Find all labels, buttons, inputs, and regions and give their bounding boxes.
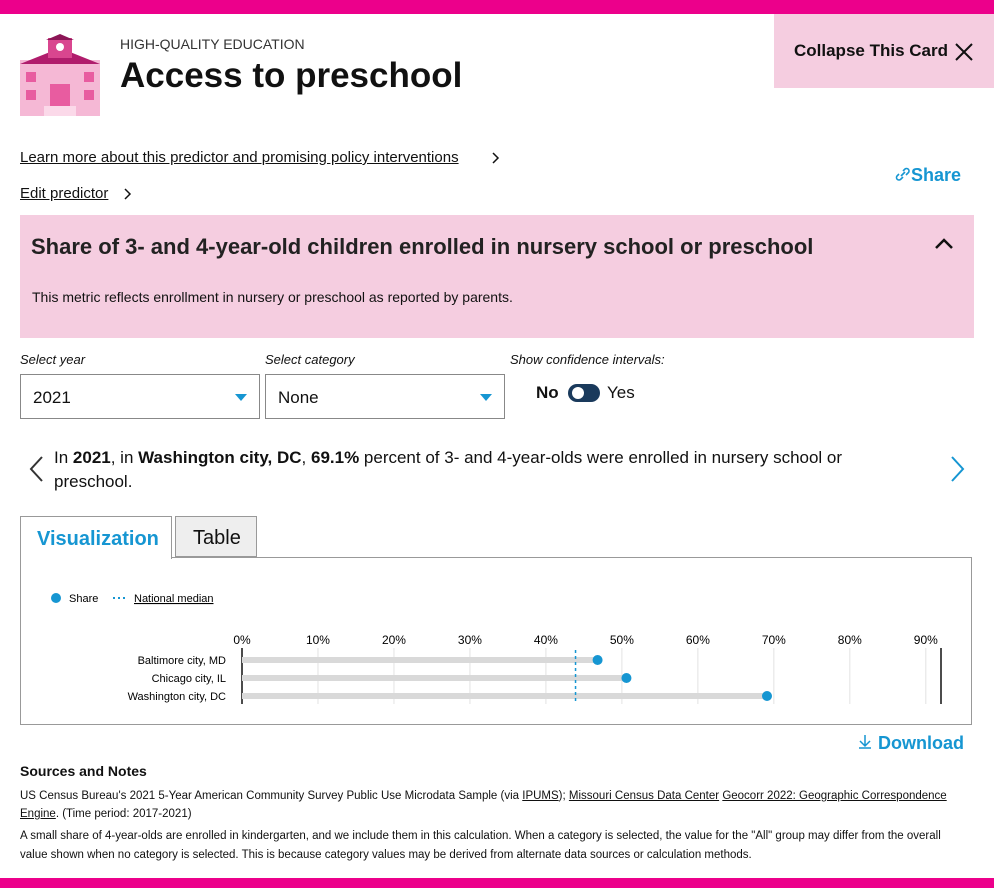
x-tick-label: 40% <box>534 633 558 647</box>
download-text: Download <box>878 733 965 753</box>
link-icon <box>895 167 910 181</box>
x-tick-label: 60% <box>686 633 710 647</box>
metric-title: Share of 3- and 4-year-old children enro… <box>31 234 814 259</box>
collapse-button[interactable]: Collapse This Card <box>774 14 994 88</box>
school-icon <box>20 34 100 116</box>
card-title: Access to preschool <box>120 56 463 95</box>
x-tick-label: 70% <box>762 633 786 647</box>
sources-note: A small share of 4-year-olds are enrolle… <box>20 830 941 861</box>
x-tick-label: 10% <box>306 633 330 647</box>
source-link[interactable]: IPUMS <box>522 790 559 802</box>
top-bar <box>0 0 994 14</box>
close-icon <box>955 43 973 61</box>
legend-label: Share <box>69 593 98 605</box>
summary-value: 69.1% <box>310 448 360 467</box>
year-select[interactable]: 2021 <box>20 374 260 419</box>
x-tick-label: 0% <box>233 633 251 647</box>
metric-description: This metric reflects enrollment in nurse… <box>32 289 513 305</box>
x-tick-label: 50% <box>610 633 634 647</box>
legend-dot <box>51 593 61 603</box>
chevron <box>492 152 500 164</box>
next-arrow[interactable] <box>948 455 966 483</box>
y-tick-label: Baltimore city, MD <box>138 655 226 667</box>
source-link[interactable]: Geocorr 2022: Geographic Correspondence … <box>20 790 947 820</box>
collapse-chevron[interactable] <box>934 237 954 251</box>
category-value: None <box>278 388 319 407</box>
toggle-no: No <box>536 383 559 402</box>
tab-visualization[interactable]: Visualization <box>20 516 172 559</box>
download-icon <box>859 735 871 749</box>
dot <box>621 673 632 683</box>
summary-text: percent of 3- and 4-year-olds were enrol… <box>54 448 843 491</box>
source-text: ); <box>558 790 566 802</box>
category-label: Select category <box>265 352 355 367</box>
sources-text: US Census Bureau's 2021 5-Year American … <box>20 787 970 823</box>
metric-panel: Share of 3- and 4-year-old children enro… <box>20 215 974 338</box>
ci-label: Show confidence intervals: <box>510 352 665 367</box>
x-tick-label: 80% <box>838 633 862 647</box>
year-label: Select year <box>20 352 86 367</box>
dropdown-arrow <box>235 394 247 401</box>
ci-toggle[interactable] <box>567 383 601 403</box>
dropdown-arrow <box>480 394 492 401</box>
y-tick-label: Washington city, DC <box>128 691 226 703</box>
dot <box>762 691 773 701</box>
eyebrow: HIGH-QUALITY EDUCATION <box>120 36 305 52</box>
tab-label: Visualization <box>37 528 159 550</box>
summary-text: , <box>301 448 311 467</box>
summary-text: , in <box>110 448 139 467</box>
x-tick-label: 30% <box>458 633 482 647</box>
source-text: US Census Bureau's 2021 5-Year American … <box>20 790 523 802</box>
share-button[interactable]: Share <box>895 165 961 186</box>
sources-heading: Sources and Notes <box>20 763 147 779</box>
y-tick-label: Chicago city, IL <box>152 673 226 685</box>
edit-link[interactable]: Edit predictor <box>20 185 108 202</box>
source-text: . (Time period: 2017-2021) <box>55 808 192 820</box>
edit-text: Edit predictor <box>20 185 109 202</box>
share-text: Share <box>911 165 962 185</box>
download-button[interactable]: Download <box>857 733 964 754</box>
summary-place: Washington city, DC <box>138 448 302 467</box>
source-link[interactable]: Missouri Census Data Center <box>568 790 720 802</box>
learn-more-text: Learn more about this predictor and prom… <box>20 149 459 166</box>
legend-label: National median <box>134 593 214 605</box>
year-value: 2021 <box>33 388 71 407</box>
chevron <box>124 188 132 200</box>
summary-text: In <box>54 448 73 467</box>
summary: In 2021, in Washington city, DC, 69.1% p… <box>54 446 884 494</box>
x-tick-label: 20% <box>382 633 406 647</box>
tab-label: Table <box>193 527 241 549</box>
tab-table[interactable]: Table <box>175 516 257 557</box>
collapse-label: Collapse This Card <box>794 41 948 60</box>
chart: Share National median 0% 10% 20% 30% 40% 50% 60%… <box>20 557 972 725</box>
prev-arrow[interactable] <box>28 455 46 483</box>
x-tick-label: 90% <box>914 633 938 647</box>
category-select[interactable]: None <box>265 374 505 419</box>
toggle-yes: Yes <box>607 383 635 402</box>
learn-more-link[interactable]: Learn more about this predictor and prom… <box>20 149 459 166</box>
bottom-bar <box>0 878 994 888</box>
dot <box>592 655 603 665</box>
summary-year: 2021 <box>72 448 111 467</box>
